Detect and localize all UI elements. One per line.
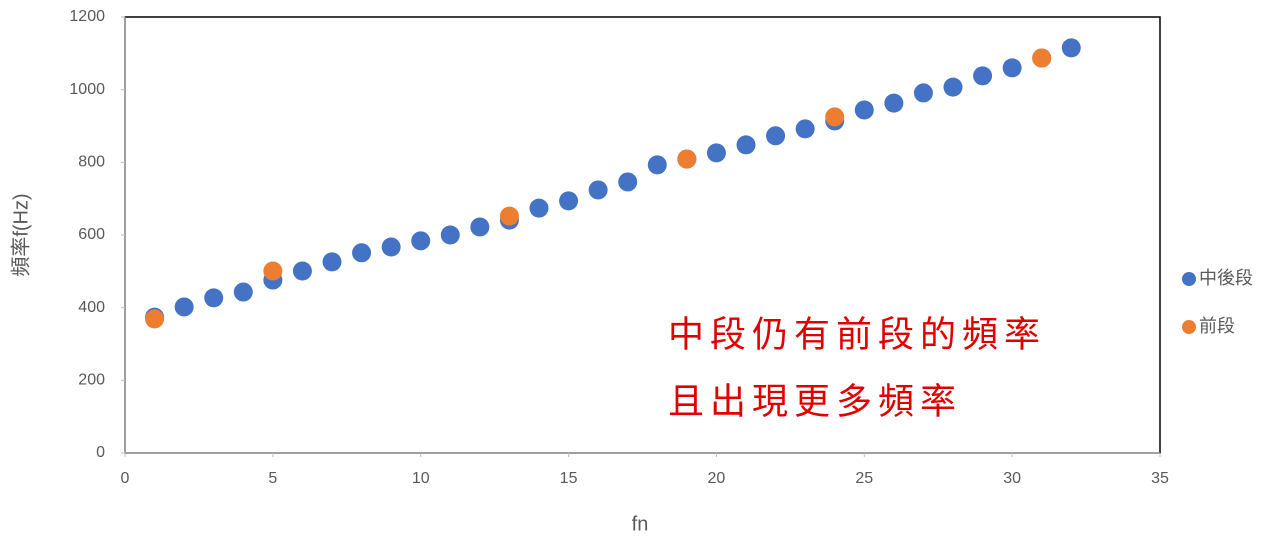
point	[559, 191, 579, 211]
y-tick-label: 800	[78, 154, 105, 171]
point	[352, 243, 372, 263]
annotation: 且出現更多頻率	[668, 381, 962, 421]
y-tick-label: 600	[78, 226, 105, 243]
point	[766, 126, 786, 146]
point	[381, 237, 401, 257]
point	[647, 155, 667, 175]
point	[884, 93, 904, 113]
point	[470, 217, 490, 237]
point	[263, 261, 283, 281]
point	[913, 83, 933, 103]
point	[973, 66, 993, 86]
point	[706, 143, 726, 163]
point	[677, 149, 697, 169]
point	[736, 135, 756, 155]
x-tick-label: 15	[560, 470, 578, 487]
point	[233, 282, 253, 302]
x-axis-title: fn	[632, 513, 649, 535]
point	[1002, 58, 1022, 78]
point	[411, 231, 431, 251]
point	[145, 309, 165, 329]
point	[529, 198, 549, 218]
point	[795, 119, 815, 139]
y-tick-label: 1200	[69, 8, 105, 25]
point	[499, 206, 519, 226]
point	[440, 225, 460, 245]
point	[1061, 38, 1081, 58]
x-tick-label: 35	[1151, 470, 1169, 487]
x-tick-label: 0	[121, 470, 130, 487]
plot-border	[124, 16, 1161, 454]
legend-marker	[1182, 272, 1196, 286]
point	[943, 77, 963, 97]
y-tick-label: 200	[78, 372, 105, 389]
point	[618, 172, 638, 192]
x-tick-label: 30	[1003, 470, 1021, 487]
y-tick-label: 0	[96, 444, 105, 461]
point	[825, 107, 845, 127]
point	[854, 100, 874, 120]
point	[204, 288, 224, 308]
y-axis-title: 頻率f(Hz)	[9, 193, 32, 276]
annotation: 中段仍有前段的頻率	[668, 314, 1046, 354]
x-tick-label: 20	[708, 470, 726, 487]
legend-label: 前段	[1199, 316, 1235, 336]
x-tick-label: 10	[412, 470, 430, 487]
point	[292, 261, 312, 281]
legend-marker	[1182, 320, 1196, 334]
x-tick-label: 5	[268, 470, 277, 487]
point	[588, 180, 608, 200]
point	[174, 297, 194, 317]
y-tick-label: 400	[78, 299, 105, 316]
point	[322, 252, 342, 272]
x-tick-label: 25	[855, 470, 873, 487]
y-tick-label: 1000	[69, 81, 105, 98]
legend-label: 中後段	[1199, 268, 1253, 288]
point	[1032, 48, 1052, 68]
